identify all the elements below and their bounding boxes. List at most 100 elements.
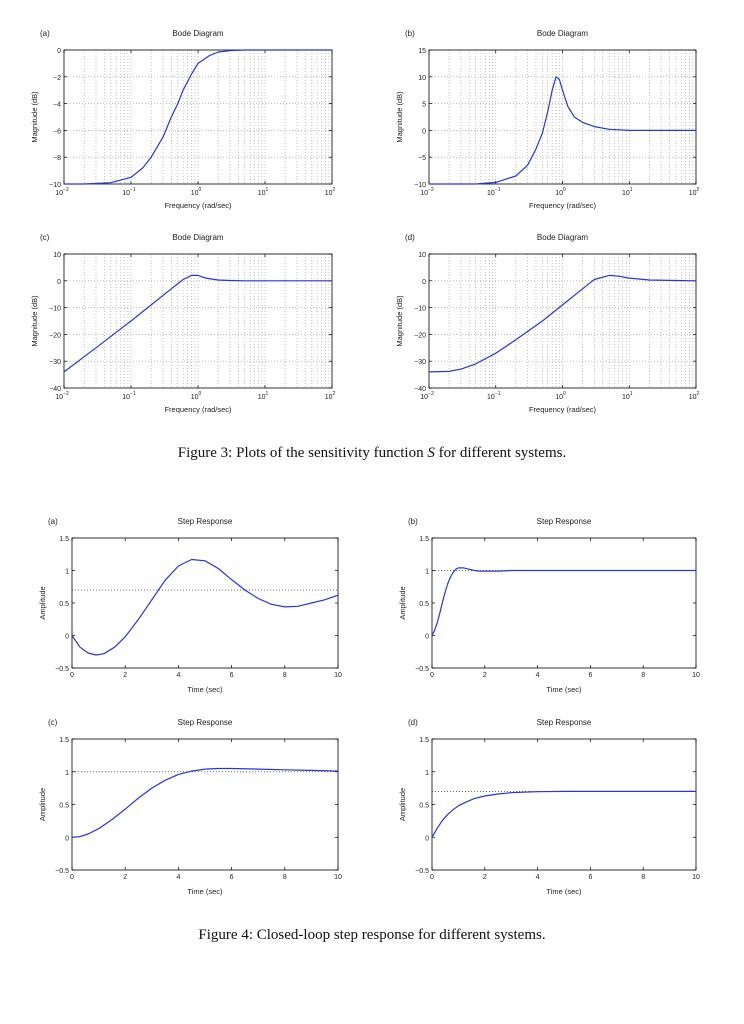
fig3b-xtick-label: 101 (622, 187, 633, 197)
fig3a-xtick-label: 10−2 (55, 187, 69, 197)
fig4c-panel-label: (c) (48, 718, 58, 727)
fig4c-ytick-label: 0.5 (59, 803, 69, 810)
fig3b-xtick-label: 100 (555, 187, 566, 197)
fig4c-xtick-label: 8 (283, 874, 287, 881)
fig4d-xtick-label: 6 (588, 874, 592, 881)
fig3c-ytick-label: 0 (57, 279, 61, 286)
fig4b-xlabel: Time (sec) (546, 685, 582, 694)
fig4b-xtick-label: 2 (483, 672, 487, 679)
fig4c-xtick-label: 10 (334, 874, 342, 881)
fig3a-ytick-label: −4 (53, 102, 61, 109)
fig4b-panel-label: (b) (408, 517, 418, 526)
fig3b-ylabel: Magnitude (dB) (395, 91, 404, 143)
fig3d-ytick-label: −30 (414, 359, 426, 366)
fig4b-axes-frame (431, 537, 697, 669)
figure-4-caption: Figure 4: Closed-loop step response for … (0, 927, 744, 944)
fig3a-ytick-label: −8 (53, 155, 61, 162)
fig4c-xtick-label: 0 (70, 874, 74, 881)
fig3b-grid (429, 50, 696, 184)
fig3c-ytick-label: −20 (49, 332, 61, 339)
fig3d-ylabel: Magnitude (dB) (395, 295, 404, 347)
fig3b-chart: −10 −5 0 5 10 15 10−2 10−1 100 101 102 Bode Diagram… (395, 29, 700, 210)
fig4a-ytick-label: 0.5 (59, 601, 69, 608)
fig3a-xtick-label: 10−1 (122, 187, 136, 197)
fig4b-ylabel: Amplitude (398, 586, 407, 619)
fig3a-xtick-label: 102 (325, 187, 336, 197)
figure-3-caption-math: S (427, 445, 435, 461)
fig4c-ytick-label: 1 (65, 770, 69, 777)
fig4b-ytick-label: 0.5 (419, 601, 429, 608)
fig4a-ytick-label: −0.5 (55, 666, 69, 673)
fig3c-xlabel: Frequency (rad/sec) (164, 405, 232, 414)
fig3a-grid (64, 50, 332, 184)
fig3c-ytick-label: −40 (49, 386, 61, 393)
fig4a-ylabel: Amplitude (38, 586, 47, 619)
fig4b-xtick-label: 4 (536, 672, 540, 679)
fig4b-xtick-label: 0 (430, 672, 434, 679)
fig3d-chart: −40 −30 −20 −10 0 10 10−2 10−1 100 101 102 Bode Dia… (395, 233, 700, 414)
fig3c-xtick-label: 10−1 (122, 391, 136, 401)
fig3b-xlabel: Frequency (rad/sec) (529, 201, 597, 210)
fig3a-series-line (63, 49, 333, 185)
fig4c-axes-frame (71, 738, 339, 871)
fig3a-chart: −10 −8 −6 −4 −2 0 10−2 10−1 100 101 102 Bode Diagra… (30, 29, 336, 210)
fig3c-xtick-label: 100 (191, 391, 202, 401)
fig3b-xtick-label: 10−2 (420, 187, 434, 197)
fig3c-ytick-label: −30 (49, 359, 61, 366)
fig3d-xtick-label: 10−1 (487, 391, 501, 401)
fig3b-ytick-label: 0 (422, 128, 426, 135)
fig4a-xtick-label: 10 (334, 672, 342, 679)
fig4c-xtick-label: 6 (230, 874, 234, 881)
fig4d-xtick-label: 4 (536, 874, 540, 881)
fig3c-ytick-label: −10 (49, 306, 61, 313)
fig3b-ytick-label: −10 (414, 182, 426, 189)
fig3c-panel-label: (c) (40, 233, 50, 242)
fig3d-ytick-label: 0 (422, 279, 426, 286)
fig3b-xtick-label: 10−1 (487, 187, 501, 197)
figure-3-caption: Figure 3: Plots of the sensitivity funct… (0, 445, 744, 462)
fig4d-ytick-label: −0.5 (415, 868, 429, 875)
fig4b-xtick-label: 8 (641, 672, 645, 679)
fig4d-panel-label: (d) (408, 718, 418, 727)
fig3b-ytick-label: −5 (418, 155, 426, 162)
fig4b-xtick-label: 10 (692, 672, 700, 679)
fig4a-xtick-label: 4 (176, 672, 180, 679)
fig4d-ytick-label: 0 (425, 835, 429, 842)
fig3d-xlabel: Frequency (rad/sec) (529, 405, 597, 414)
fig3b-xtick-label: 102 (689, 187, 700, 197)
fig4a-series-line (71, 558, 339, 656)
fig4a-ytick-label: 1.5 (59, 536, 69, 543)
fig3b-ytick-label: 15 (418, 48, 426, 55)
fig3c-series-line (63, 274, 333, 373)
fig3c-xtick-label: 102 (325, 391, 336, 401)
fig4a-xtick-label: 2 (123, 672, 127, 679)
fig3a-xlabel: Frequency (rad/sec) (164, 201, 232, 210)
fig3d-title: Bode Diagram (537, 233, 588, 242)
fig3d-ytick-label: 10 (418, 252, 426, 259)
fig4d-xtick-label: 2 (483, 874, 487, 881)
fig3a-ytick-label: 0 (57, 48, 61, 55)
figure-4-caption-text: Figure 4: Closed-loop step response for … (198, 927, 546, 943)
fig4b-title: Step Response (537, 517, 592, 526)
fig3d-xtick-label: 101 (622, 391, 633, 401)
fig3d-xtick-label: 100 (555, 391, 566, 401)
fig3b-series-line (428, 76, 697, 185)
fig4a-ytick-label: 0 (65, 634, 69, 641)
fig4a-xtick-label: 6 (230, 672, 234, 679)
fig3a-xtick-label: 100 (191, 187, 202, 197)
fig4c-series-line (71, 767, 339, 838)
fig3a-xtick-label: 101 (258, 187, 269, 197)
fig4d-xtick-label: 0 (430, 874, 434, 881)
fig4a-xlabel: Time (sec) (187, 685, 223, 694)
fig4a-xtick-label: 0 (70, 672, 74, 679)
fig3c-xtick-label: 101 (258, 391, 269, 401)
fig3c-chart: −40 −30 −20 −10 0 10 10−2 10−1 100 101 102 Bode Dia… (30, 233, 336, 414)
fig3a-title: Bode Diagram (172, 29, 223, 38)
fig3c-ylabel: Magnitude (dB) (30, 295, 39, 347)
fig4d-xtick-label: 10 (692, 874, 700, 881)
fig3b-panel-label: (b) (405, 29, 415, 38)
fig3b-title: Bode Diagram (537, 29, 588, 38)
